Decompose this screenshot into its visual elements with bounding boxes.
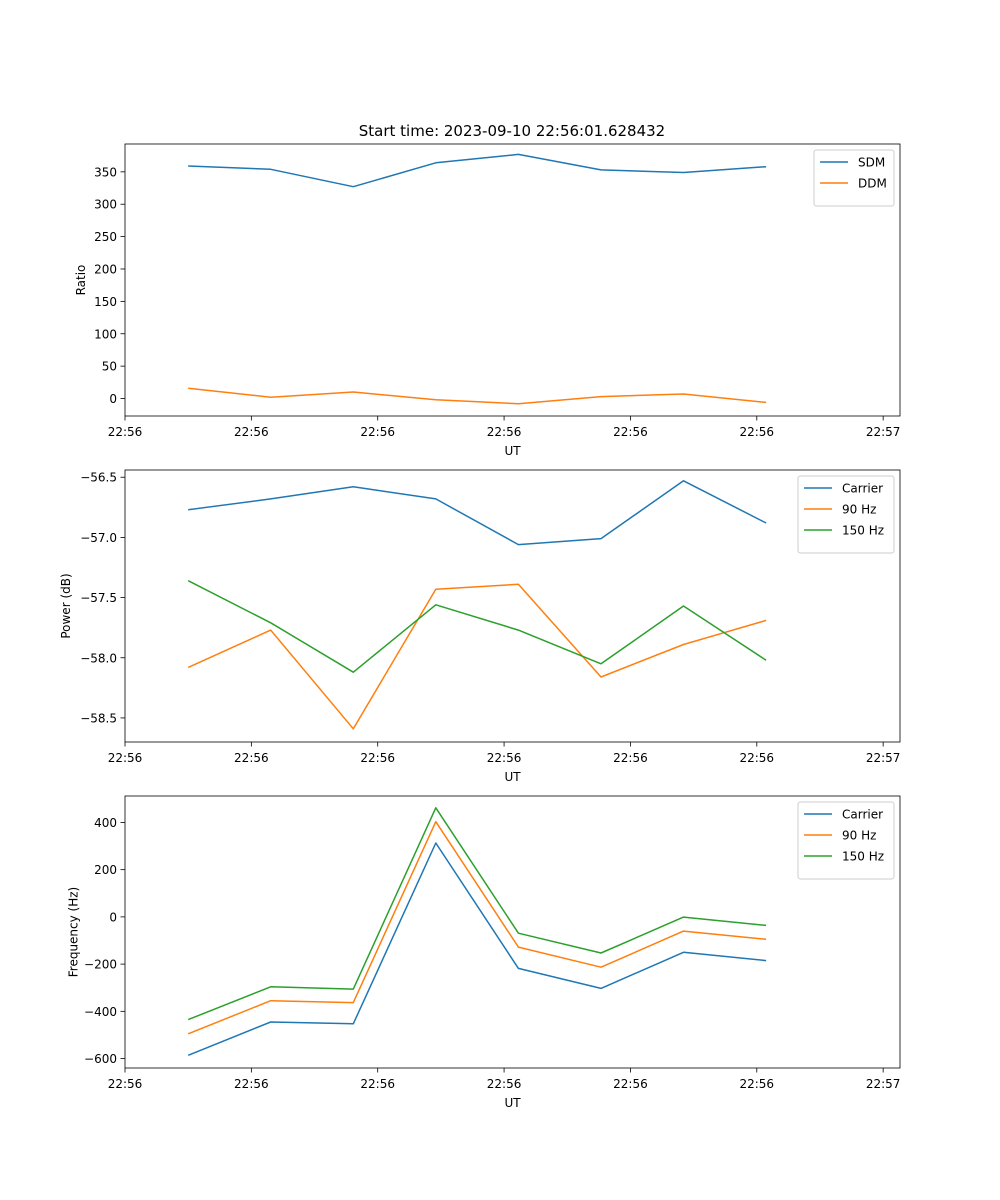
subplot-3: 22:56 22:56 22:56 22:56 22:56 22:56 22:57 −600 −…: [66, 795, 901, 1110]
y-tick-label: 150: [94, 295, 117, 309]
x-tick-label: 22:56: [360, 1077, 395, 1091]
series-line-carrier: [188, 480, 767, 546]
x-axis-label: UT: [504, 1096, 521, 1110]
x-tick-label: 22:56: [234, 1077, 269, 1091]
x-axis-label: UT: [504, 444, 521, 458]
y-axis-label: Power (dB): [59, 573, 73, 638]
subplot-2: 22:56 22:56 22:56 22:56 22:56 22:56 22:57 −58.5…: [59, 469, 901, 784]
x-tick-label: 22:56: [487, 1077, 522, 1091]
x-axis-label: UT: [504, 770, 521, 784]
x-tick-label: 22:56: [234, 751, 269, 765]
x-tick-label: 22:56: [487, 751, 522, 765]
legend-label: Carrier: [842, 482, 883, 496]
x-tick-label: 22:57: [866, 425, 901, 439]
series-line-150-hz: [187, 580, 767, 673]
axes-frame: [124, 795, 901, 1069]
y-tick-label: −57.0: [80, 531, 117, 545]
x-tick-label: 22:56: [613, 1077, 648, 1091]
y-tick-label: 300: [94, 198, 117, 212]
legend-label: 90 Hz: [842, 503, 876, 517]
y-tick-label: −58.5: [80, 711, 117, 725]
x-tick-label: 22:56: [108, 425, 143, 439]
legend-label: DDM: [858, 177, 887, 191]
legend-label: 150 Hz: [842, 850, 884, 864]
y-tick-label: −400: [84, 1005, 117, 1019]
figure-title: Start time: 2023-09-10 22:56:01.628432: [359, 122, 665, 140]
x-tick-label: 22:56: [360, 425, 395, 439]
legend-frame: [797, 801, 895, 880]
y-tick-label: 350: [94, 165, 117, 179]
legend: SDM DDM: [813, 149, 895, 207]
x-tick-label: 22:56: [234, 425, 269, 439]
series-line-150-hz: [187, 807, 767, 1021]
y-axis-label: Frequency (Hz): [66, 887, 80, 978]
legend-frame: [797, 475, 895, 554]
legend-label: 90 Hz: [842, 829, 876, 843]
y-tick-label: −58.0: [80, 651, 117, 665]
series-line-90-hz: [187, 820, 767, 1035]
x-tick-label: 22:57: [866, 751, 901, 765]
legend-label: SDM: [858, 156, 885, 170]
y-tick-label: 200: [94, 262, 117, 276]
y-tick-label: −200: [84, 958, 117, 972]
y-tick-label: 250: [94, 230, 117, 244]
y-tick-label: 0: [109, 910, 117, 924]
legend-label: Carrier: [842, 808, 883, 822]
subplot-1: 22:56 22:56 22:56 22:56 22:56 22:56 22:57 0 50 10…: [74, 143, 901, 458]
legend-label: 150 Hz: [842, 524, 884, 538]
y-tick-label: 0: [109, 392, 117, 406]
legend-frame: [813, 149, 895, 207]
x-tick-label: 22:56: [739, 751, 774, 765]
y-tick-label: −57.5: [80, 591, 117, 605]
y-tick-label: 200: [94, 863, 117, 877]
axes-frame: [124, 469, 901, 743]
x-tick-label: 22:57: [866, 1077, 901, 1091]
x-tick-label: 22:56: [739, 1077, 774, 1091]
series-line-carrier: [187, 842, 767, 1056]
y-tick-label: 50: [102, 360, 117, 374]
x-tick-label: 22:56: [108, 1077, 143, 1091]
x-tick-label: 22:56: [613, 751, 648, 765]
y-tick-label: 100: [94, 327, 117, 341]
series-line-90-hz: [187, 583, 767, 730]
y-tick-label: 400: [94, 816, 117, 830]
series-line-sdm: [188, 153, 767, 188]
y-tick-label: −600: [84, 1052, 117, 1066]
x-tick-label: 22:56: [360, 751, 395, 765]
x-tick-label: 22:56: [739, 425, 774, 439]
legend: Carrier 90 Hz 150 Hz: [797, 475, 895, 554]
x-tick-label: 22:56: [487, 425, 522, 439]
x-tick-label: 22:56: [108, 751, 143, 765]
series-line-ddm: [188, 387, 767, 405]
y-tick-label: −56.5: [80, 471, 117, 485]
legend: Carrier 90 Hz 150 Hz: [797, 801, 895, 880]
plots: 22:56 22:56 22:56 22:56 22:56 22:56 22:57 0 50 10…: [59, 143, 901, 1110]
axes-frame: [124, 143, 901, 417]
x-tick-label: 22:56: [613, 425, 648, 439]
y-axis-label: Ratio: [74, 265, 88, 296]
